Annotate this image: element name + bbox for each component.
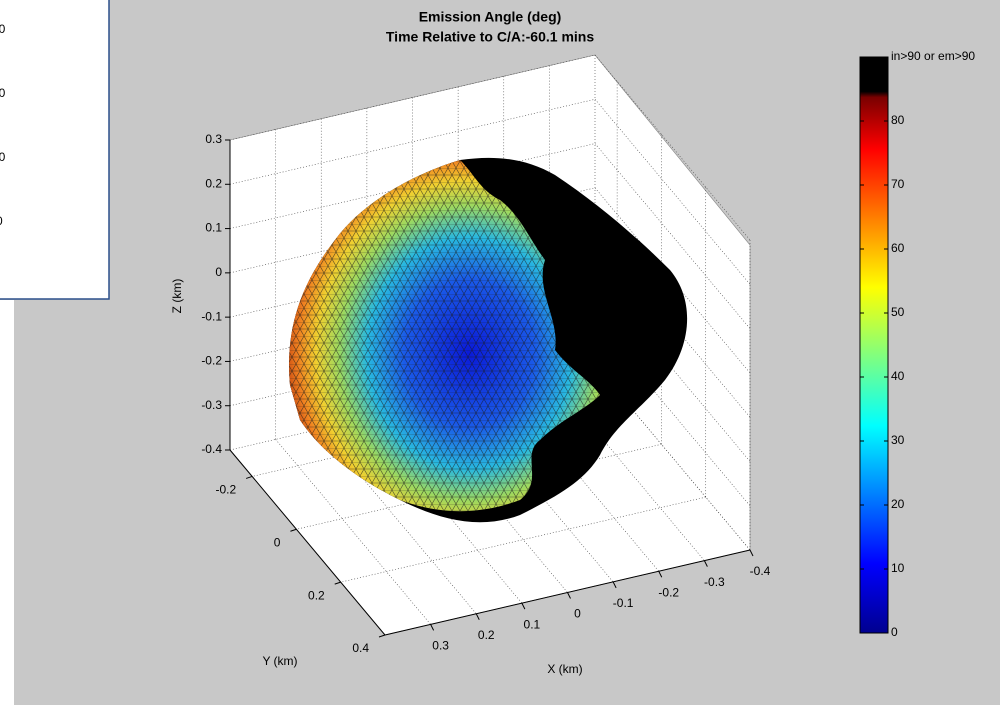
- x-tick-label: -0.1: [613, 596, 634, 610]
- z-tick-label: 0.1: [205, 221, 222, 235]
- z-tick-label: 0.3: [205, 132, 222, 146]
- y-axis-label: Y (km): [262, 654, 297, 668]
- axes: 0.3 0.2 0.1 0 -0.1 -0.2 -0.3 -0.4 -0.2 0 0.2 0.4 -0.…: [201, 132, 770, 655]
- x-tick: [521, 602, 526, 610]
- z-tick-label: -0.1: [201, 309, 222, 323]
- grid-line: [549, 375, 705, 561]
- y-tick: [378, 634, 386, 638]
- window-label: 30: [0, 22, 6, 36]
- grid-line: [229, 54, 596, 141]
- grid-line: [229, 98, 596, 185]
- y-tick: [290, 528, 297, 532]
- x-tick: [703, 560, 708, 567]
- x-tick-label: -0.2: [658, 585, 679, 599]
- x-tick-label: 0.1: [524, 617, 541, 631]
- grid-line: [321, 428, 477, 614]
- axis-line: [384, 549, 751, 636]
- x-tick-label: -0.4: [750, 564, 771, 578]
- z-axis-label: Z (km): [170, 279, 184, 314]
- colorbar-tick-label: 0: [891, 625, 898, 639]
- x-tick-label: 0.2: [478, 628, 495, 642]
- y-tick-label: 0.2: [308, 588, 325, 602]
- grid-line: [594, 364, 751, 551]
- colorbar-tick-label: 70: [891, 177, 905, 191]
- grid-line: [340, 496, 706, 583]
- window-label: 10: [0, 150, 6, 164]
- window-strip: [0, 300, 14, 705]
- colorbar-tick-label: 50: [891, 305, 905, 319]
- colorbar-top-label: in>90 or em>90: [891, 49, 975, 63]
- colorbar-tick-label: 30: [891, 433, 905, 447]
- grid-line: [594, 99, 751, 285]
- colorbar-tick-label: 20: [891, 497, 905, 511]
- window-frame: [0, 0, 110, 300]
- y-tick: [334, 581, 341, 585]
- x-tick: [430, 624, 435, 631]
- x-tick: [749, 549, 754, 557]
- window-label: 20: [0, 86, 6, 100]
- asteroid-mesh: [289, 160, 600, 512]
- grid-line: [252, 391, 618, 477]
- axis-line: [229, 449, 386, 636]
- z-tick-label: -0.4: [201, 442, 222, 456]
- z-tick-label: -0.3: [201, 398, 222, 412]
- grid-line: [594, 54, 751, 241]
- colorbar-axis: 0 10 20 30 40 50 60 70 80 in>90 or em>90: [860, 49, 975, 639]
- background-window: 30 20 10 0: [0, 0, 110, 300]
- asteroid: [289, 157, 688, 523]
- grid-line: [229, 143, 596, 229]
- x-tick: [475, 613, 480, 620]
- colorbar: [859, 56, 889, 634]
- x-axis-label: X (km): [547, 662, 582, 676]
- y-tick: [245, 475, 253, 479]
- grid-line: [594, 320, 751, 506]
- x-tick-label: 0: [574, 607, 581, 621]
- grid-line: [275, 439, 431, 625]
- y-tick-label: 0.4: [352, 641, 369, 655]
- colorbar-tick-label: 10: [891, 561, 905, 575]
- grid-line: [296, 443, 662, 530]
- x-tick: [567, 592, 571, 599]
- x-tick-label: 0.3: [432, 639, 449, 653]
- x-tick-label: -0.3: [704, 575, 725, 589]
- y-tick-label: 0: [274, 535, 281, 549]
- grid-line: [594, 143, 751, 329]
- colorbar-tick-label: 60: [891, 241, 905, 255]
- window-label: 0: [0, 214, 3, 228]
- y-tick-label: -0.2: [215, 483, 236, 497]
- x-tick: [658, 571, 663, 578]
- chart-title: Emission Angle (deg): [419, 9, 562, 25]
- z-tick-label: 0: [215, 265, 222, 279]
- z-tick-label: 0.2: [205, 176, 222, 190]
- x-tick: [612, 581, 617, 589]
- colorbar-tick-label: 80: [891, 113, 905, 127]
- z-tick-label: -0.2: [201, 354, 222, 368]
- grid-line: [503, 386, 659, 572]
- colorbar-tick-label: 40: [891, 369, 905, 383]
- chart-subtitle: Time Relative to C/A:-60.1 mins: [386, 29, 594, 45]
